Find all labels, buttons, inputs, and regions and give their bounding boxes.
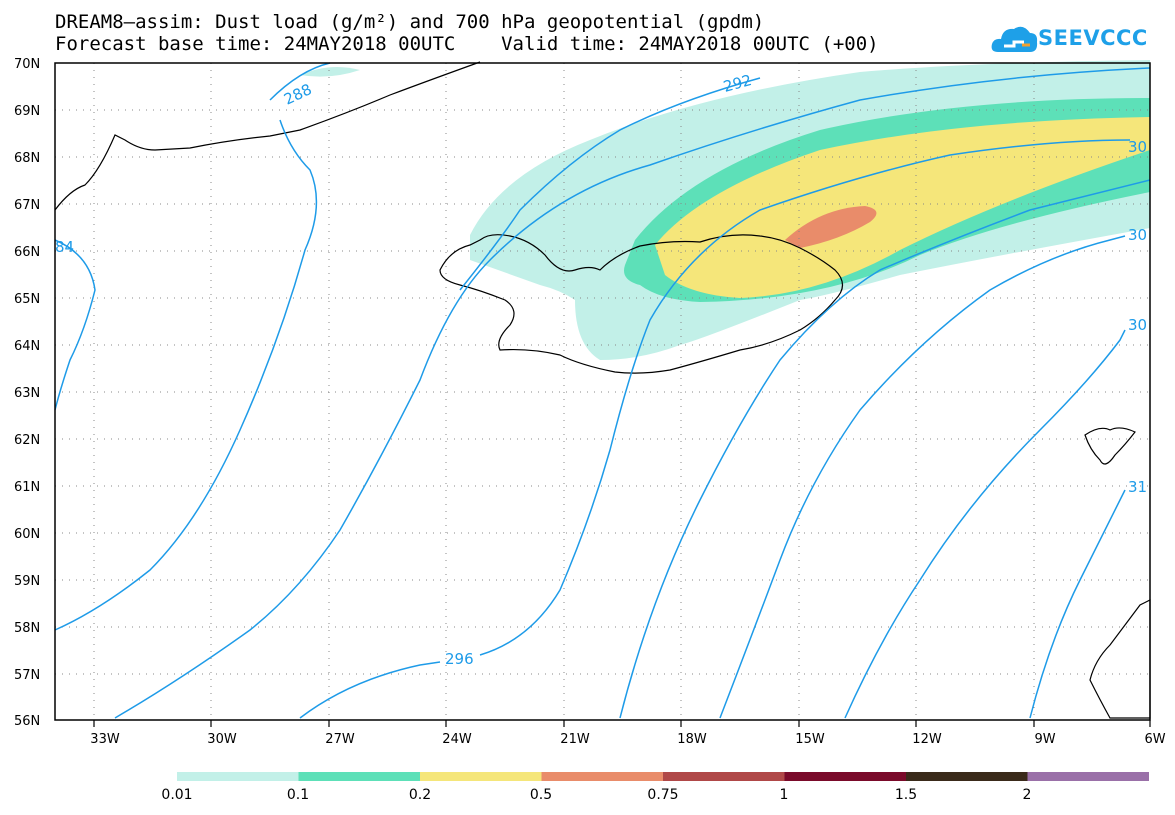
lat-label: 66N (14, 245, 40, 260)
latitude-labels: 70N 69N 68N 67N 66N 65N 64N 63N 62N 61N … (14, 57, 40, 729)
map-title: DREAM8–assim: Dust load (g/m²) and 700 h… (55, 11, 765, 33)
colorbar-swatch (177, 772, 299, 781)
colorbar (177, 772, 1149, 781)
contour-292 (459, 77, 761, 291)
coastlines (54, 61, 1151, 719)
colorbar-swatch (1027, 772, 1149, 781)
lon-label: 6W (1144, 732, 1165, 747)
contour-label: 31 (1128, 478, 1147, 496)
greenland-coast (54, 61, 481, 211)
contour-label: 30 (1128, 138, 1147, 156)
scotland-coast (1089, 599, 1151, 719)
lat-label: 60N (14, 527, 40, 542)
colorbar-label: 0.01 (161, 787, 193, 803)
colorbar-swatch (541, 772, 663, 781)
contour-label: 30 (1128, 316, 1147, 334)
map-frame (54, 62, 1151, 721)
lat-label: 59N (14, 574, 40, 589)
lat-label: 61N (14, 480, 40, 495)
dust-band-0.5 (785, 206, 877, 248)
lon-label: 18W (677, 732, 707, 747)
dust-band-0.2 (655, 117, 1150, 298)
lat-label: 68N (14, 151, 40, 166)
colorbar-label: 0.75 (647, 787, 679, 803)
logo-text: SEEVCCC (1038, 26, 1148, 50)
cloud-icon (991, 26, 1038, 52)
contour-label: 296 (445, 650, 474, 668)
contour-label: 30 (1128, 226, 1147, 244)
lat-label: 58N (14, 621, 40, 636)
lat-label: 62N (14, 433, 40, 448)
lat-label: 65N (14, 292, 40, 307)
iceland-coast (439, 234, 844, 374)
tick-marks (93, 720, 1151, 727)
colorbar-label: 0.5 (529, 787, 553, 803)
dust-shading (300, 60, 1150, 360)
lat-label: 69N (14, 104, 40, 119)
lon-label: 27W (325, 732, 355, 747)
contour-296 (114, 67, 1151, 719)
lat-label: 67N (14, 198, 40, 213)
faroe-coast (1084, 427, 1136, 465)
lon-label: 24W (442, 732, 472, 747)
colorbar-label: 0.2 (408, 787, 432, 803)
lat-label: 64N (14, 339, 40, 354)
colorbar-label: 2 (1022, 787, 1032, 803)
colorbar-label: 1.5 (894, 787, 918, 803)
lon-label: 33W (90, 732, 120, 747)
map-subtitle: Forecast base time: 24MAY2018 00UTC Vali… (55, 33, 879, 55)
colorbar-label: 1 (779, 787, 789, 803)
contour-288 (269, 62, 331, 101)
colorbar-swatch (298, 772, 420, 781)
lon-label: 9W (1034, 732, 1055, 747)
grid-lines (55, 63, 1150, 720)
contour-300 (619, 179, 1151, 719)
contour-label: 84 (55, 238, 74, 256)
lon-label: 21W (560, 732, 590, 747)
colorbar-label: 0.1 (286, 787, 310, 803)
longitude-labels: 33W 30W 27W 24W 21W 18W 15W 12W 9W 6W (90, 732, 1165, 747)
colorbar-swatch (663, 772, 785, 781)
colorbar-swatch (420, 772, 542, 781)
geopotential-contours (54, 62, 1151, 719)
lat-label: 70N (14, 57, 40, 72)
lon-label: 12W (912, 732, 942, 747)
contour-label: 288 (281, 80, 315, 108)
lon-label: 30W (207, 732, 237, 747)
lat-label: 57N (14, 668, 40, 683)
lat-label: 56N (14, 714, 40, 729)
contour-284 (54, 239, 96, 411)
lat-label: 63N (14, 386, 40, 401)
colorbar-swatch (906, 772, 1028, 781)
lon-label: 15W (795, 732, 825, 747)
colorbar-swatch (784, 772, 906, 781)
